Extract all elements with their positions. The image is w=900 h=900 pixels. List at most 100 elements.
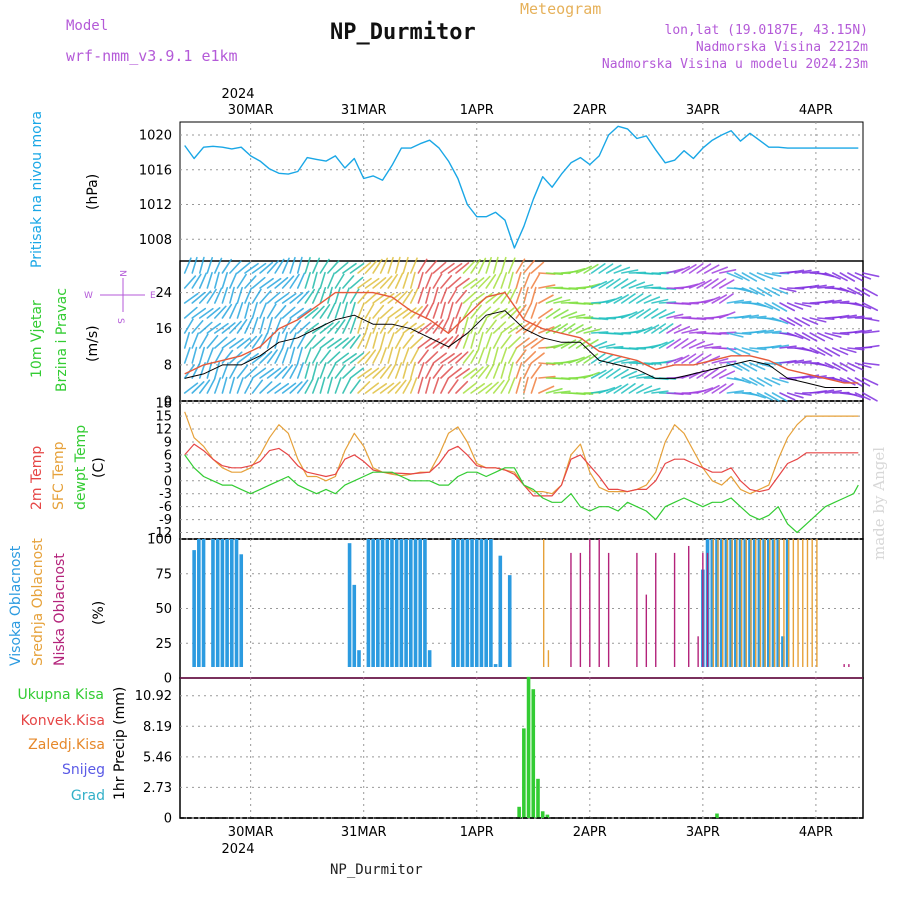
wind-barb: [847, 362, 864, 371]
wind-barb: [244, 287, 253, 304]
wind-barb: [636, 375, 654, 379]
wind-barb: [312, 305, 325, 319]
wind-barb: [749, 287, 765, 297]
wind-barb: [847, 272, 863, 282]
wind-barb: [832, 377, 849, 384]
wind-barb: [862, 287, 878, 297]
wind-barb: [372, 317, 380, 334]
wind-barb: [583, 339, 599, 349]
wind-barb: [485, 332, 493, 349]
wind-barb: [372, 258, 383, 274]
date-label-top: 2APR: [573, 103, 607, 118]
wind-barb: [613, 294, 629, 304]
y-tick-label: 1012: [139, 198, 172, 213]
precip-bar: [531, 689, 536, 818]
wind-barb: [681, 263, 697, 274]
wind-barb: [764, 302, 781, 312]
wind-barb: [289, 292, 304, 304]
wind-barb: [402, 289, 414, 304]
cloud-bar: [366, 539, 371, 667]
wind-barb: [711, 368, 727, 379]
wind-barb: [492, 272, 502, 289]
wind-barb: [786, 269, 805, 274]
wind-barb: [304, 347, 312, 364]
wind-barb: [206, 271, 213, 289]
wind-barb: [628, 309, 645, 319]
top-date-labels: 30MAR 31MAR 1APR 2APR 3APR 4APR: [228, 103, 833, 118]
wind-barb: [447, 262, 463, 274]
wind-barb: [560, 323, 576, 334]
wind-barb: [259, 277, 274, 289]
wind-barb: [515, 362, 523, 379]
wind-barb: [590, 353, 606, 364]
wind-barb: [229, 376, 236, 394]
wind-barb: [854, 362, 872, 369]
wind-barb: [379, 331, 386, 349]
bottom-date-labels: 30MAR 31MAR 1APR 2APR 3APR 4APR: [228, 825, 833, 840]
cloud-bar: [745, 539, 747, 667]
wind-barb: [515, 376, 522, 394]
wind-barb: [357, 316, 364, 334]
wind-barb: [553, 299, 571, 304]
wind-barb: [854, 287, 871, 297]
wind-barb: [349, 276, 364, 289]
wind-barb: [206, 361, 213, 379]
wind-barb: [379, 318, 390, 334]
wind-barb: [583, 283, 601, 289]
wind-barb: [402, 361, 409, 379]
wind-barb: [538, 294, 554, 304]
y-tick-label: 1008: [139, 233, 172, 248]
wind-barb: [523, 302, 532, 319]
wind-barb: [621, 383, 636, 394]
wind-barb: [296, 346, 303, 364]
wind-barb: [636, 284, 654, 289]
cloud-bar: [598, 539, 600, 667]
wind-barb: [862, 302, 879, 312]
wind-barb: [244, 262, 259, 274]
wind-barb: [387, 319, 400, 334]
cloud-bar: [423, 539, 427, 667]
wind-barb: [673, 325, 691, 334]
wind-barb: [696, 279, 712, 289]
wind-barb: [342, 366, 356, 379]
cloud-bar: [783, 539, 785, 667]
wind-barb: [643, 324, 660, 334]
wind-barb: [183, 257, 192, 274]
wind-barb: [523, 338, 538, 349]
wind-barb: [523, 350, 537, 364]
cloud-bar: [757, 539, 762, 667]
wind-barb: [221, 349, 234, 364]
wind-barb: [342, 317, 351, 334]
wind-barb: [538, 308, 553, 319]
wind-barb: [523, 272, 531, 289]
wind-barb: [198, 307, 214, 319]
wind-barb: [417, 362, 425, 379]
cloud-bar: [721, 539, 724, 667]
date-label-bottom: 4APR: [799, 825, 833, 840]
wind-barb: [507, 271, 514, 289]
wind-barb: [289, 346, 296, 364]
wind-barb: [198, 333, 209, 349]
wind-barb: [425, 362, 434, 379]
wind-barb: [266, 291, 281, 304]
wind-barb: [485, 256, 492, 274]
wind-barb: [266, 367, 282, 379]
wind-barb: [651, 341, 668, 349]
wind-barb: [756, 392, 773, 401]
cloud-bar: [738, 539, 743, 667]
wind-barb: [342, 262, 357, 274]
wind-barb: [801, 332, 818, 342]
wind-barb: [764, 344, 782, 349]
wind-barb: [824, 272, 841, 280]
wind-barb: [734, 347, 751, 356]
wind-barb: [229, 302, 238, 319]
date-label-top: 1APR: [460, 103, 494, 118]
wind-barb: [809, 284, 827, 289]
wind-barb: [417, 271, 424, 289]
wind-barb: [636, 385, 653, 394]
wind-barb: [711, 357, 729, 364]
wind-barb: [206, 307, 221, 319]
wind-barb: [470, 383, 485, 394]
wind-barb: [259, 368, 274, 379]
